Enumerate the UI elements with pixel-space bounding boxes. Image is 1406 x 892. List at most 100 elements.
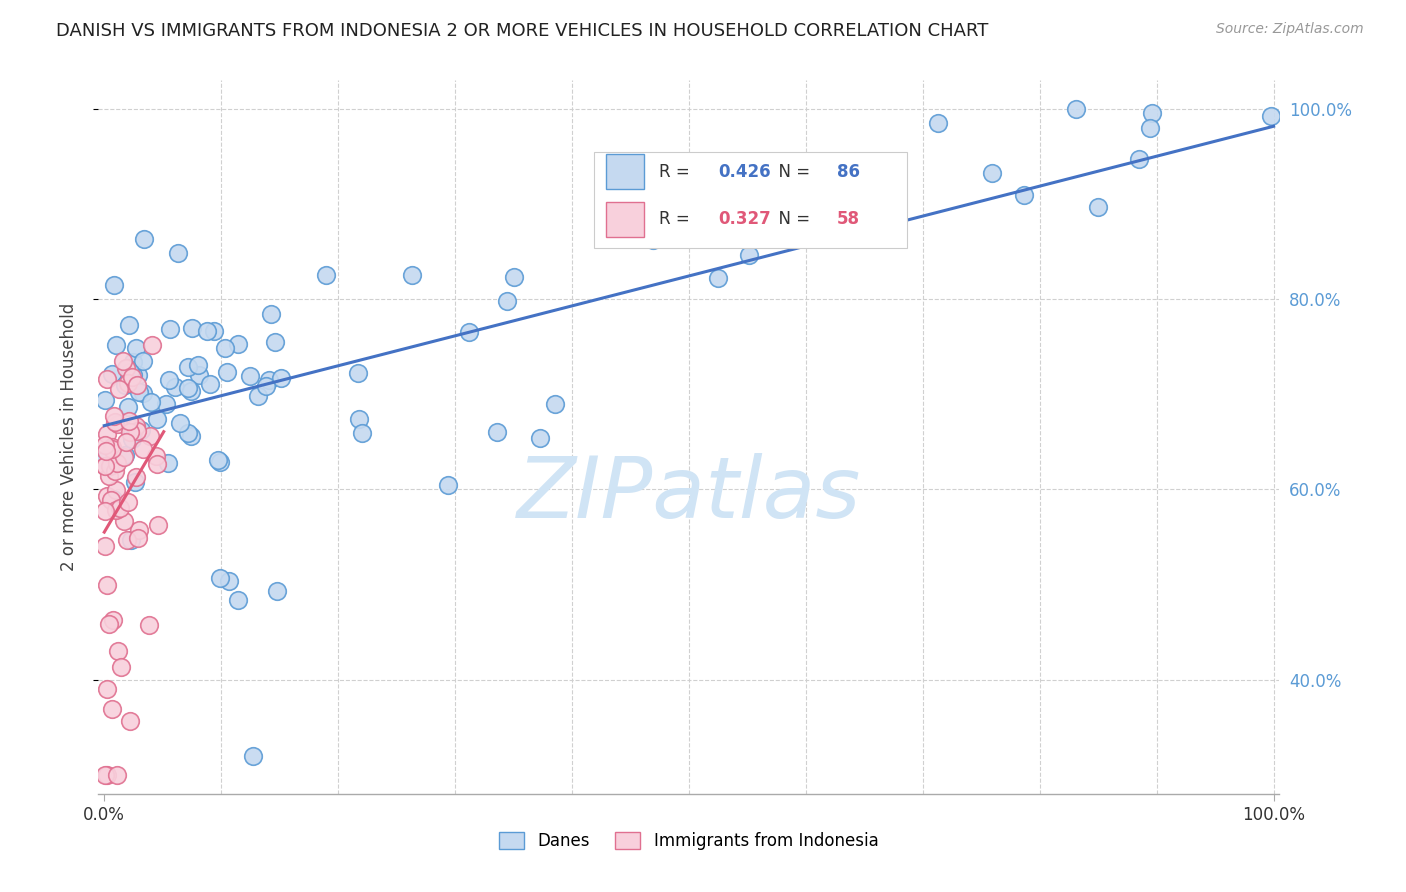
Point [266,583,288,598]
Point [157,456,180,470]
Point [117,495,139,509]
Point [118,714,141,728]
Point [117,360,139,375]
Point [105,337,128,351]
Point [148,517,170,532]
Point [96,578,118,592]
Point [117,533,139,547]
Point [401,268,423,282]
Point [96,681,118,696]
Text: N =: N = [768,211,815,228]
Point [1087,200,1109,214]
Text: 0.426: 0.426 [718,162,770,180]
Point [239,368,262,383]
Text: 58: 58 [837,211,859,228]
Point [132,385,155,400]
Point [94,444,117,458]
Point [98,469,121,483]
Point [145,449,167,463]
Point [105,456,128,470]
Point [347,366,370,380]
Point [347,411,370,425]
Point [93,539,115,553]
Point [1140,106,1163,120]
Point [93,458,115,473]
Point [112,450,135,465]
Text: Source: ZipAtlas.com: Source: ZipAtlas.com [1216,22,1364,37]
Legend: Danes, Immigrants from Indonesia: Danes, Immigrants from Indonesia [494,825,884,857]
Point [218,574,240,588]
Point [121,368,143,382]
Point [167,246,190,260]
FancyBboxPatch shape [606,154,644,189]
Point [103,409,125,423]
Point [114,435,136,450]
Point [146,457,169,471]
FancyBboxPatch shape [595,152,907,248]
Point [127,531,149,545]
Point [738,248,761,262]
Point [118,425,141,440]
Point [125,424,148,438]
Point [180,428,202,442]
Point [706,271,728,285]
Point [246,389,269,403]
Point [437,478,460,492]
Point [141,338,163,352]
Point [98,458,121,473]
Text: 0.327: 0.327 [718,211,772,228]
Point [93,438,115,452]
Point [315,268,337,282]
Point [177,425,200,440]
Point [643,233,665,247]
Point [110,660,132,674]
Point [125,419,148,434]
Point [96,372,118,386]
Point [529,431,551,445]
Point [94,504,117,518]
Point [159,373,181,387]
Point [132,353,155,368]
Text: ZIPatlas: ZIPatlas [517,452,860,536]
Point [139,429,162,443]
Point [96,768,118,782]
Point [127,368,149,382]
Point [101,367,124,381]
Point [145,412,167,426]
Point [177,359,200,374]
Point [104,415,127,429]
FancyBboxPatch shape [606,202,644,236]
Point [121,432,143,446]
Point [260,307,283,321]
Point [208,455,231,469]
Point [121,421,143,435]
Point [118,414,141,428]
Point [104,483,127,497]
Point [110,500,132,515]
Point [125,470,148,484]
Point [94,393,117,408]
Point [128,385,150,400]
Point [101,702,124,716]
Point [104,503,127,517]
Point [159,322,181,336]
Point [114,448,136,462]
Point [134,231,156,245]
Point [486,425,509,439]
Point [214,341,236,355]
Point [100,440,122,454]
Point [105,768,128,782]
Point [122,354,145,368]
Point [112,514,135,528]
Point [177,381,200,395]
Point [215,365,238,379]
Point [1064,102,1087,116]
Point [228,337,250,351]
Point [187,368,209,382]
Point [104,464,127,478]
Text: N =: N = [768,162,815,180]
Point [198,376,221,391]
Point [132,442,155,457]
Point [121,370,143,384]
Point [1128,152,1150,166]
